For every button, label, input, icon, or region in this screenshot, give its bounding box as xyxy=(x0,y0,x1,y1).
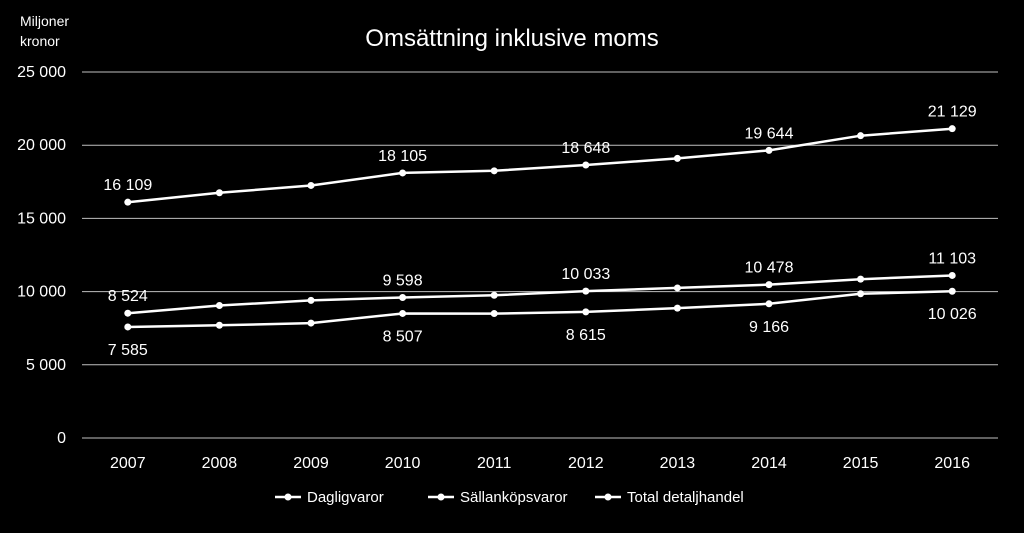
legend-label: Sällanköpsvaror xyxy=(460,489,568,506)
data-point xyxy=(765,300,773,308)
data-label: 21 129 xyxy=(928,104,977,121)
data-point xyxy=(215,321,223,329)
legend-label: Total detaljhandel xyxy=(627,489,744,506)
y-tick-label: 15 000 xyxy=(17,210,66,227)
chart-title: Omsättning inklusive moms xyxy=(365,25,658,52)
data-point xyxy=(399,309,407,317)
data-label: 9 598 xyxy=(383,272,423,289)
data-label: 16 109 xyxy=(103,177,152,194)
data-point xyxy=(399,293,407,301)
data-label: 7 585 xyxy=(108,342,148,359)
data-point xyxy=(857,132,865,140)
data-label: 8 507 xyxy=(383,328,423,345)
data-point xyxy=(673,284,681,292)
x-axis-ticks: 2007 2008 2009 2010 2011 2012 2013 2014 2015 2016 xyxy=(110,455,970,472)
x-tick-label: 2013 xyxy=(660,455,696,472)
data-point xyxy=(948,125,956,133)
data-point xyxy=(948,287,956,295)
x-tick-label: 2016 xyxy=(934,455,970,472)
x-tick-label: 2009 xyxy=(293,455,329,472)
x-tick-label: 2007 xyxy=(110,455,146,472)
data-point xyxy=(307,296,315,304)
legend-marker xyxy=(437,493,445,501)
series-line xyxy=(126,127,954,204)
x-tick-label: 2015 xyxy=(843,455,879,472)
data-labels: 7 585 8 507 8 615 9 166 10 026 8 524 9 598 10 0… xyxy=(103,104,976,359)
legend: Dagligvaror Sällanköpsvaror Total detaljha… xyxy=(275,489,744,506)
data-point xyxy=(490,291,498,299)
data-point xyxy=(765,281,773,289)
series-lines xyxy=(124,125,956,331)
data-label: 10 033 xyxy=(561,266,610,283)
data-point xyxy=(857,290,865,298)
y-tick-label: 25 000 xyxy=(17,64,66,81)
series-line xyxy=(126,274,954,315)
data-point xyxy=(582,161,590,169)
data-point xyxy=(215,302,223,310)
data-label: 10 478 xyxy=(745,260,794,277)
data-point xyxy=(582,287,590,295)
series-line xyxy=(126,289,954,329)
data-point xyxy=(765,146,773,154)
data-label: 10 026 xyxy=(928,306,977,323)
x-tick-label: 2011 xyxy=(477,455,512,472)
y-axis-ticks: 0 5 000 10 000 15 000 20 000 25 000 xyxy=(17,64,66,447)
data-point xyxy=(124,198,132,206)
data-point xyxy=(215,189,223,197)
grid-lines xyxy=(82,71,998,439)
data-label: 18 648 xyxy=(561,140,610,157)
data-point xyxy=(124,323,132,331)
data-point xyxy=(857,275,865,283)
data-point xyxy=(490,167,498,175)
data-point xyxy=(582,308,590,316)
legend-label: Dagligvaror xyxy=(307,489,384,506)
data-point xyxy=(307,319,315,327)
data-label: 19 644 xyxy=(745,125,794,142)
y-tick-label: 10 000 xyxy=(17,284,66,301)
data-point xyxy=(673,154,681,162)
data-label: 8 524 xyxy=(108,288,148,305)
x-tick-label: 2014 xyxy=(751,455,787,472)
data-label: 18 105 xyxy=(378,148,427,165)
y-tick-label: 5 000 xyxy=(26,357,66,374)
data-point xyxy=(673,304,681,312)
data-label: 11 103 xyxy=(928,250,976,267)
y-axis-unit-line-1: Miljoner xyxy=(20,13,69,29)
legend-marker xyxy=(604,493,612,501)
data-point xyxy=(399,169,407,177)
data-point xyxy=(948,271,956,279)
y-tick-label: 20 000 xyxy=(17,137,66,154)
legend-marker xyxy=(284,493,292,501)
data-label: 9 166 xyxy=(749,319,789,336)
data-label: 8 615 xyxy=(566,327,606,344)
y-tick-label: 0 xyxy=(57,430,66,447)
x-tick-label: 2008 xyxy=(202,455,238,472)
data-point xyxy=(307,181,315,189)
x-tick-label: 2012 xyxy=(568,455,604,472)
y-axis-unit-line-2: kronor xyxy=(20,33,60,49)
data-point xyxy=(124,309,132,317)
x-tick-label: 2010 xyxy=(385,455,421,472)
data-point xyxy=(490,310,498,318)
